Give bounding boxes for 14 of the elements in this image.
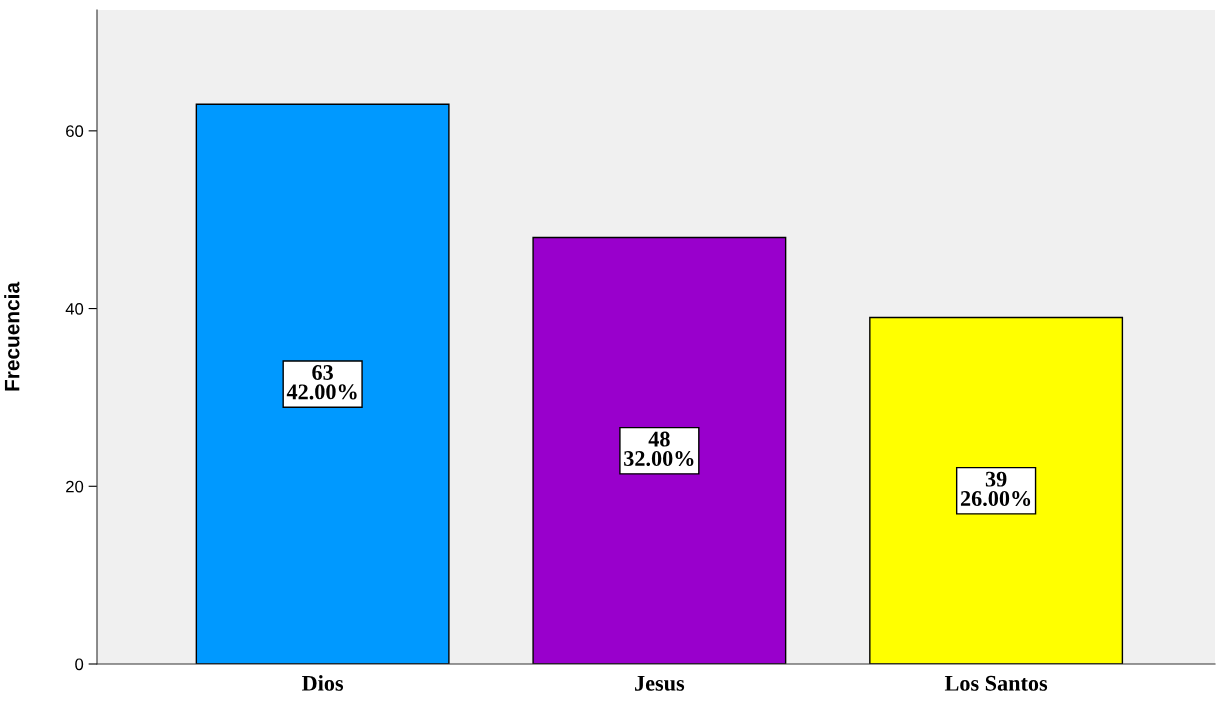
x-tick-label: Jesus (635, 675, 685, 691)
y-tick-label: 20 (66, 480, 84, 493)
data-label: 63 42.00% (286, 365, 357, 400)
y-tick-label: 40 (65, 302, 84, 315)
data-label: 39 26.00% (960, 471, 1031, 507)
data-label: 48 32.00% (624, 431, 694, 467)
bar (195, 103, 450, 664)
x-tick-label: Los Santos (944, 675, 1048, 691)
x-tick-label: Dios (302, 675, 344, 691)
bar (532, 236, 787, 664)
y-tick-label: 60 (66, 125, 84, 138)
bar (869, 316, 1124, 664)
y-axis-title: Frecuencia (4, 281, 20, 391)
y-tick-label: 0 (75, 658, 84, 671)
